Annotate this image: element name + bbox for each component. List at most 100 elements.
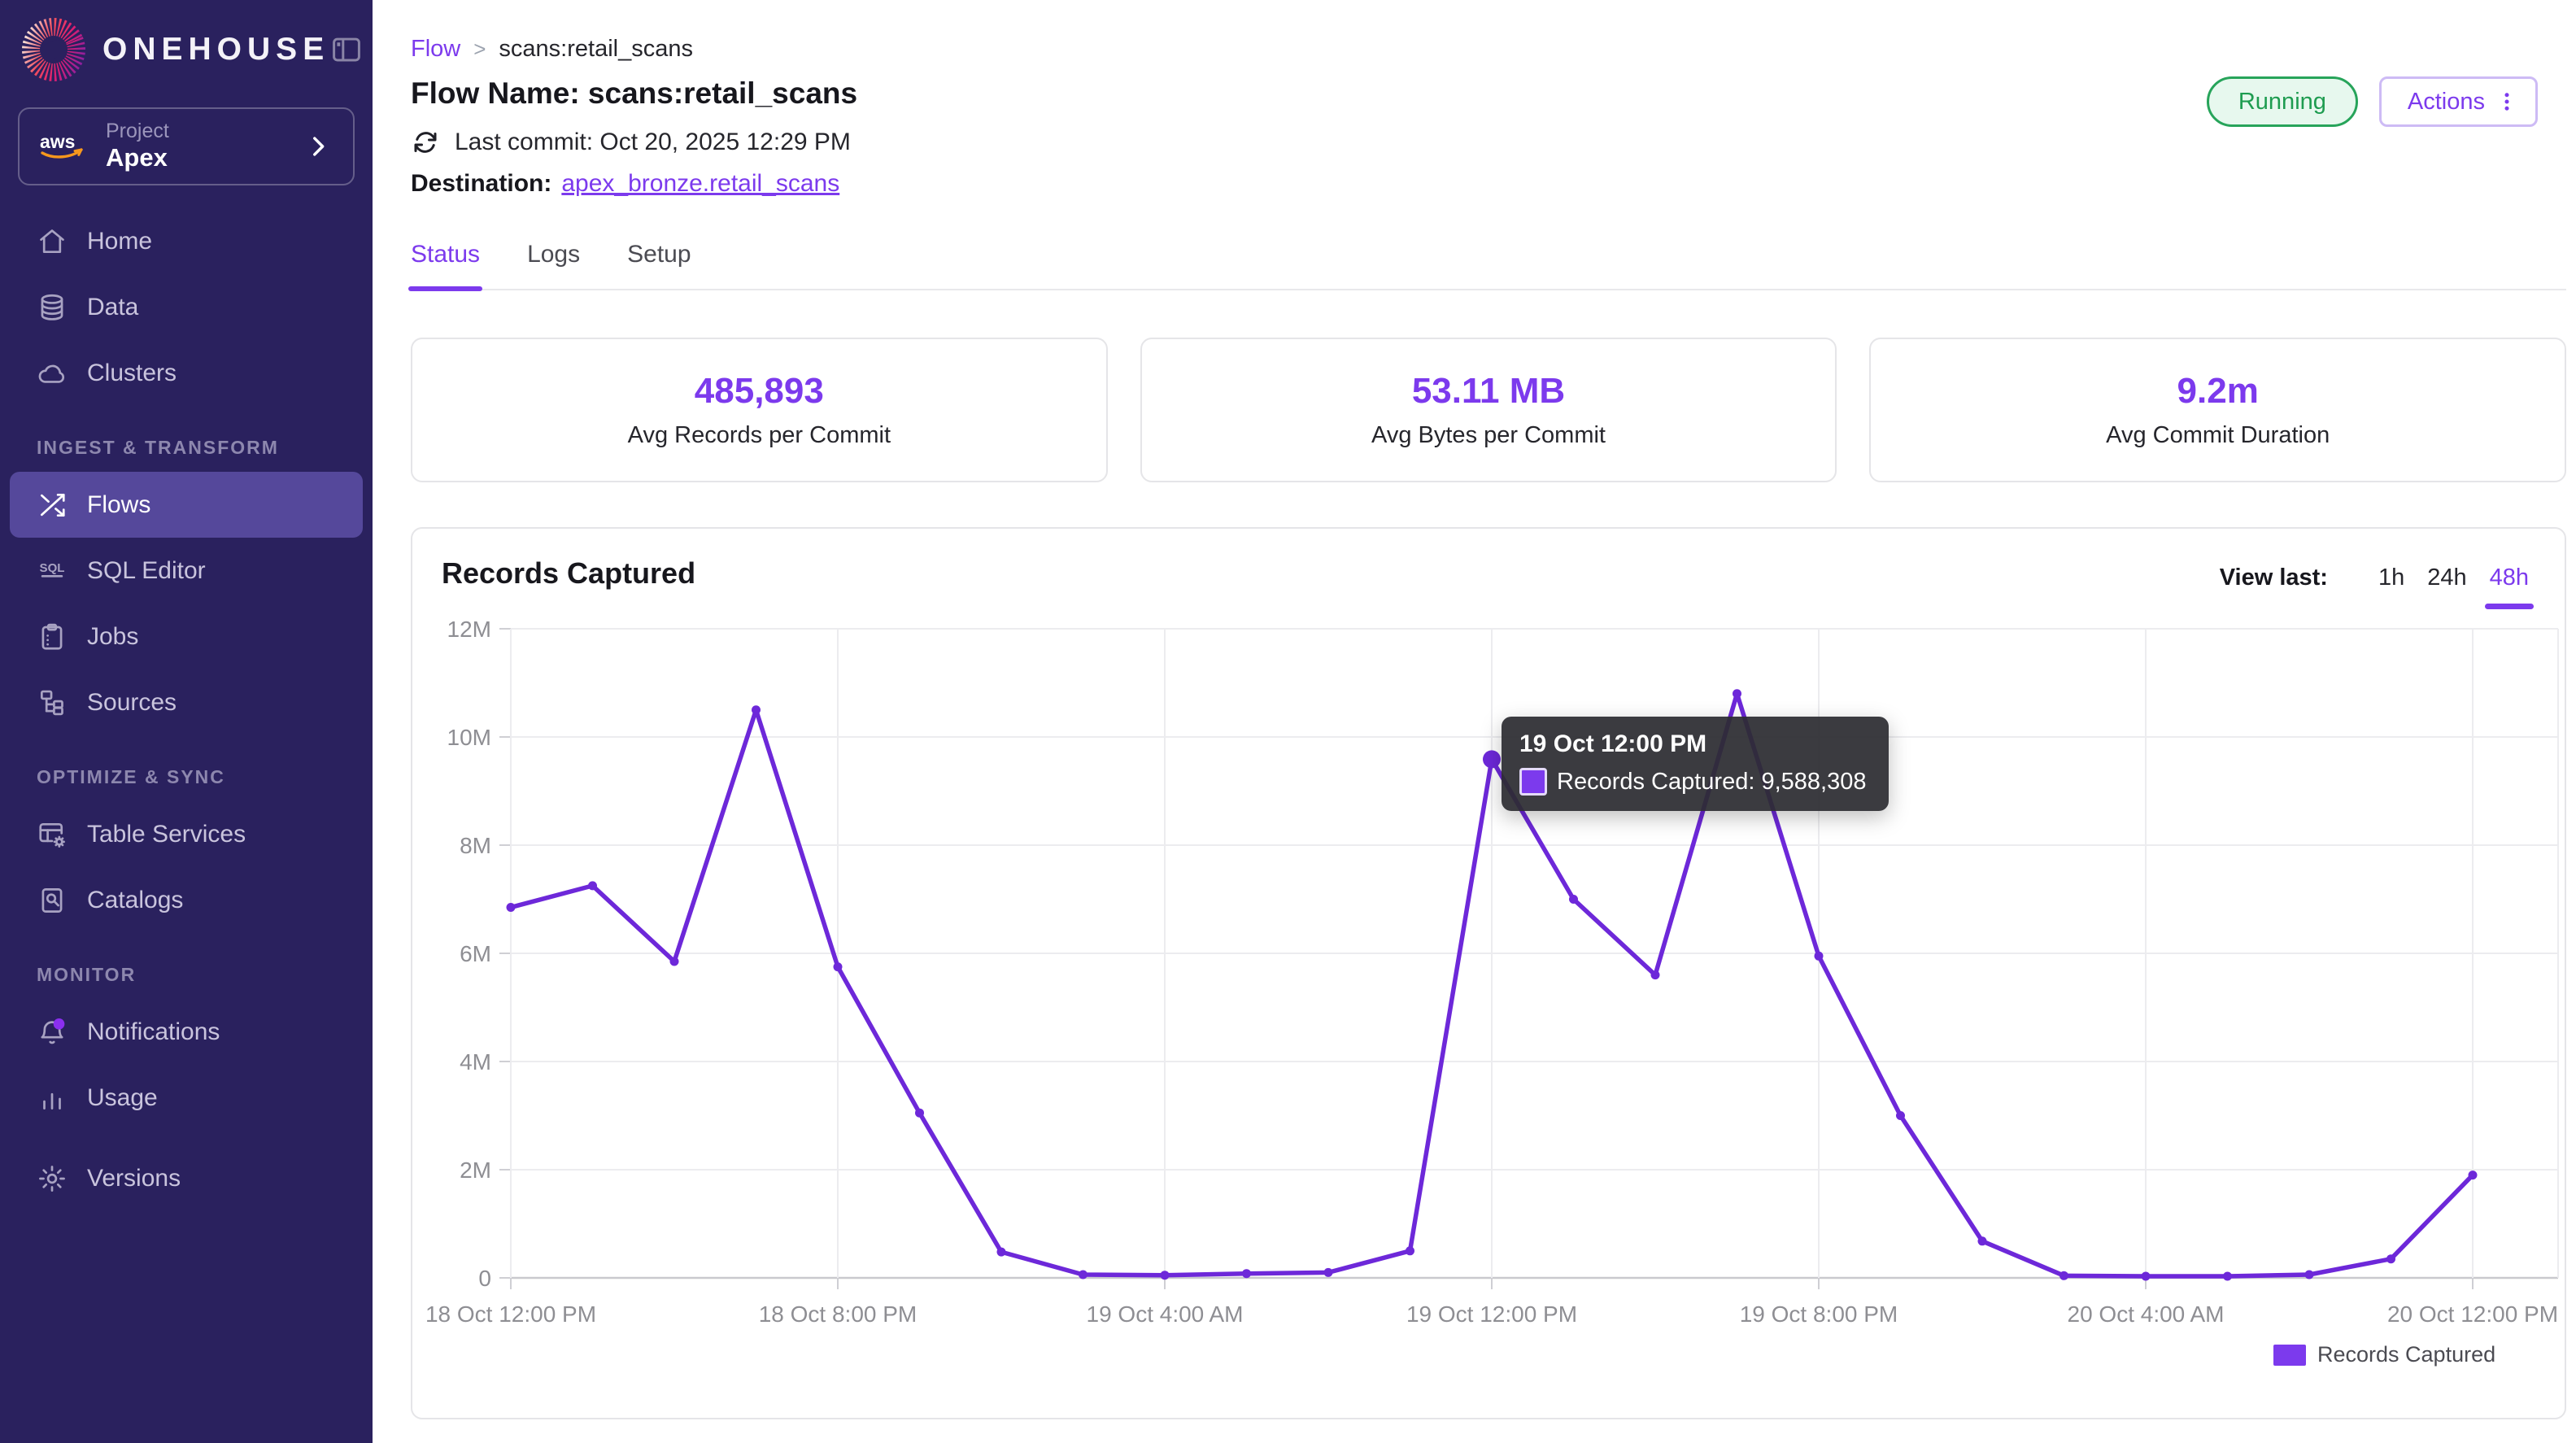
view-last-option-24h[interactable]: 24h: [2427, 565, 2467, 591]
chart-point[interactable]: [996, 1247, 1006, 1257]
chart-point[interactable]: [1977, 1236, 1987, 1246]
chart-legend[interactable]: Records Captured: [2273, 1342, 2495, 1367]
chart-point[interactable]: [1896, 1111, 1905, 1120]
sidebar-item-table-services[interactable]: Table Services: [0, 801, 373, 867]
chart-point[interactable]: [1814, 951, 1824, 961]
tab-status[interactable]: Status: [408, 241, 483, 291]
nav-section-label: INGEST & TRANSFORM: [37, 437, 279, 458]
nav-section-label: OPTIMIZE & SYNC: [37, 766, 225, 787]
sidebar-item-jobs[interactable]: Jobs: [0, 604, 373, 669]
notifications-icon: [37, 1017, 68, 1048]
flows-icon: [37, 490, 68, 521]
stat-card: 53.11 MB Avg Bytes per Commit: [1140, 338, 1837, 482]
chart-point[interactable]: [2468, 1171, 2478, 1180]
stat-label: Avg Commit Duration: [2106, 422, 2330, 448]
chart-point[interactable]: [669, 957, 679, 966]
last-commit-row: Last commit: Oct 20, 2025 12:29 PM: [411, 128, 851, 157]
chart-point[interactable]: [2223, 1271, 2232, 1281]
svg-text:20 Oct 4:00 AM: 20 Oct 4:00 AM: [2068, 1301, 2225, 1327]
project-selector[interactable]: aws Project Apex: [18, 107, 355, 185]
svg-text:19 Oct 4:00 AM: 19 Oct 4:00 AM: [1087, 1301, 1244, 1327]
view-last-option-1h[interactable]: 1h: [2378, 565, 2405, 591]
stat-value: 53.11 MB: [1411, 371, 1566, 411]
chart-title: Records Captured: [442, 556, 696, 590]
sidebar-item-label: Home: [87, 227, 153, 255]
sidebar-item-home[interactable]: Home: [0, 208, 373, 274]
chart-point[interactable]: [1406, 1246, 1414, 1256]
sidebar-item-label: Catalogs: [87, 886, 184, 913]
chart-point[interactable]: [588, 881, 597, 891]
tab-logs[interactable]: Logs: [527, 241, 581, 268]
chart-point[interactable]: [1160, 1271, 1170, 1280]
chart-point[interactable]: [1650, 970, 1660, 980]
chart-point[interactable]: [2304, 1270, 2314, 1280]
breadcrumb: Flow > scans:retail_scans: [411, 36, 693, 63]
chart-point[interactable]: [1569, 895, 1578, 904]
home-icon: [37, 226, 68, 257]
onehouse-logo-icon: [18, 14, 89, 85]
svg-text:2M: 2M: [460, 1157, 491, 1183]
svg-text:8M: 8M: [460, 833, 491, 858]
stat-label: Avg Bytes per Commit: [1371, 422, 1606, 448]
stat-label: Avg Records per Commit: [627, 422, 891, 448]
svg-text:18 Oct 8:00 PM: 18 Oct 8:00 PM: [759, 1301, 918, 1327]
chart-point[interactable]: [1323, 1267, 1333, 1277]
aws-logo: aws: [37, 129, 89, 164]
chart-point[interactable]: [1242, 1269, 1251, 1279]
sidebar-item-usage[interactable]: Usage: [0, 1065, 373, 1131]
legend-label: Records Captured: [2317, 1342, 2496, 1367]
chart-point[interactable]: [752, 705, 761, 715]
sidebar-item-label: Usage: [87, 1083, 158, 1111]
stats-row: 485,893 Avg Records per Commit 53.11 MB Avg…: [411, 338, 2567, 482]
tab-setup[interactable]: Setup: [627, 241, 691, 268]
sql-editor-icon: SQL: [37, 556, 68, 586]
svg-text:aws: aws: [40, 131, 75, 152]
svg-text:6M: 6M: [460, 941, 491, 966]
chart-point[interactable]: [1733, 689, 1741, 699]
catalogs-icon: [37, 885, 68, 916]
sidebar-item-label: Notifications: [87, 1018, 220, 1045]
tooltip-series-swatch: [1519, 768, 1547, 796]
sidebar-item-sources[interactable]: Sources: [0, 669, 373, 735]
jobs-icon: [37, 621, 68, 652]
tooltip-title: 19 Oct 12:00 PM: [1519, 730, 1707, 758]
svg-text:20 Oct 12:00 PM: 20 Oct 12:00 PM: [2387, 1301, 2558, 1327]
stat-value: 9.2m: [2177, 371, 2259, 411]
header-controls: Running Actions: [2206, 76, 2538, 127]
view-last-selector: View last: 1h 24h 48h: [2220, 565, 2535, 609]
svg-text:19 Oct 8:00 PM: 19 Oct 8:00 PM: [1740, 1301, 1898, 1327]
stat-value: 485,893: [694, 371, 824, 411]
sidebar-item-flows[interactable]: Flows: [10, 472, 363, 538]
sidebar-collapse-icon[interactable]: [329, 33, 364, 67]
data-icon: [37, 292, 68, 323]
chart-point[interactable]: [833, 962, 843, 972]
records-chart-card: Records Captured View last: 1h 24h 48h 12M 1…: [411, 527, 2566, 1419]
view-last-option-48h[interactable]: 48h: [2484, 565, 2535, 609]
chart-point[interactable]: [1079, 1270, 1087, 1280]
nav-section-label: MONITOR: [37, 964, 137, 985]
actions-label: Actions: [2407, 88, 2485, 115]
sidebar-item-versions[interactable]: Versions: [0, 1145, 373, 1211]
sidebar-item-data[interactable]: Data: [0, 274, 373, 340]
svg-text:10M: 10M: [447, 725, 491, 750]
sidebar-item-sql-editor[interactable]: SQL SQL Editor: [0, 538, 373, 604]
chart-point[interactable]: [506, 903, 516, 912]
usage-icon: [37, 1083, 68, 1114]
versions-icon: [37, 1163, 68, 1194]
project-meta: Project Apex: [106, 120, 169, 173]
sidebar-item-clusters[interactable]: Clusters: [0, 340, 373, 406]
chart-point[interactable]: [915, 1108, 924, 1118]
logo-row: ONEHOUSE: [0, 0, 373, 85]
chart-point[interactable]: [2141, 1271, 2151, 1281]
page-title: Flow Name: scans:retail_scans: [411, 76, 858, 110]
actions-button[interactable]: Actions: [2378, 76, 2538, 127]
chart-point[interactable]: [2059, 1271, 2068, 1280]
destination-link[interactable]: apex_bronze.retail_scans: [561, 170, 840, 197]
chart-point[interactable]: [2386, 1254, 2395, 1264]
refresh-icon[interactable]: [411, 128, 440, 157]
sidebar-item-notifications[interactable]: Notifications: [0, 999, 373, 1065]
chart-point[interactable]: [1483, 750, 1501, 769]
sidebar-item-catalogs[interactable]: Catalogs: [0, 867, 373, 933]
breadcrumb-flow-link[interactable]: Flow: [411, 36, 461, 62]
sidebar-item-label: Sources: [87, 688, 177, 716]
